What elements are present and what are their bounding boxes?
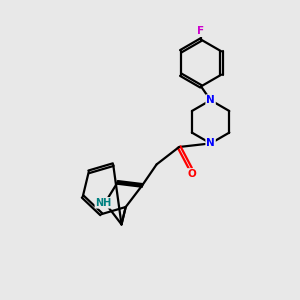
Text: N: N	[206, 95, 215, 105]
Text: O: O	[188, 169, 196, 179]
Text: F: F	[197, 26, 205, 36]
Text: NH: NH	[95, 198, 112, 208]
Text: N: N	[206, 138, 215, 148]
